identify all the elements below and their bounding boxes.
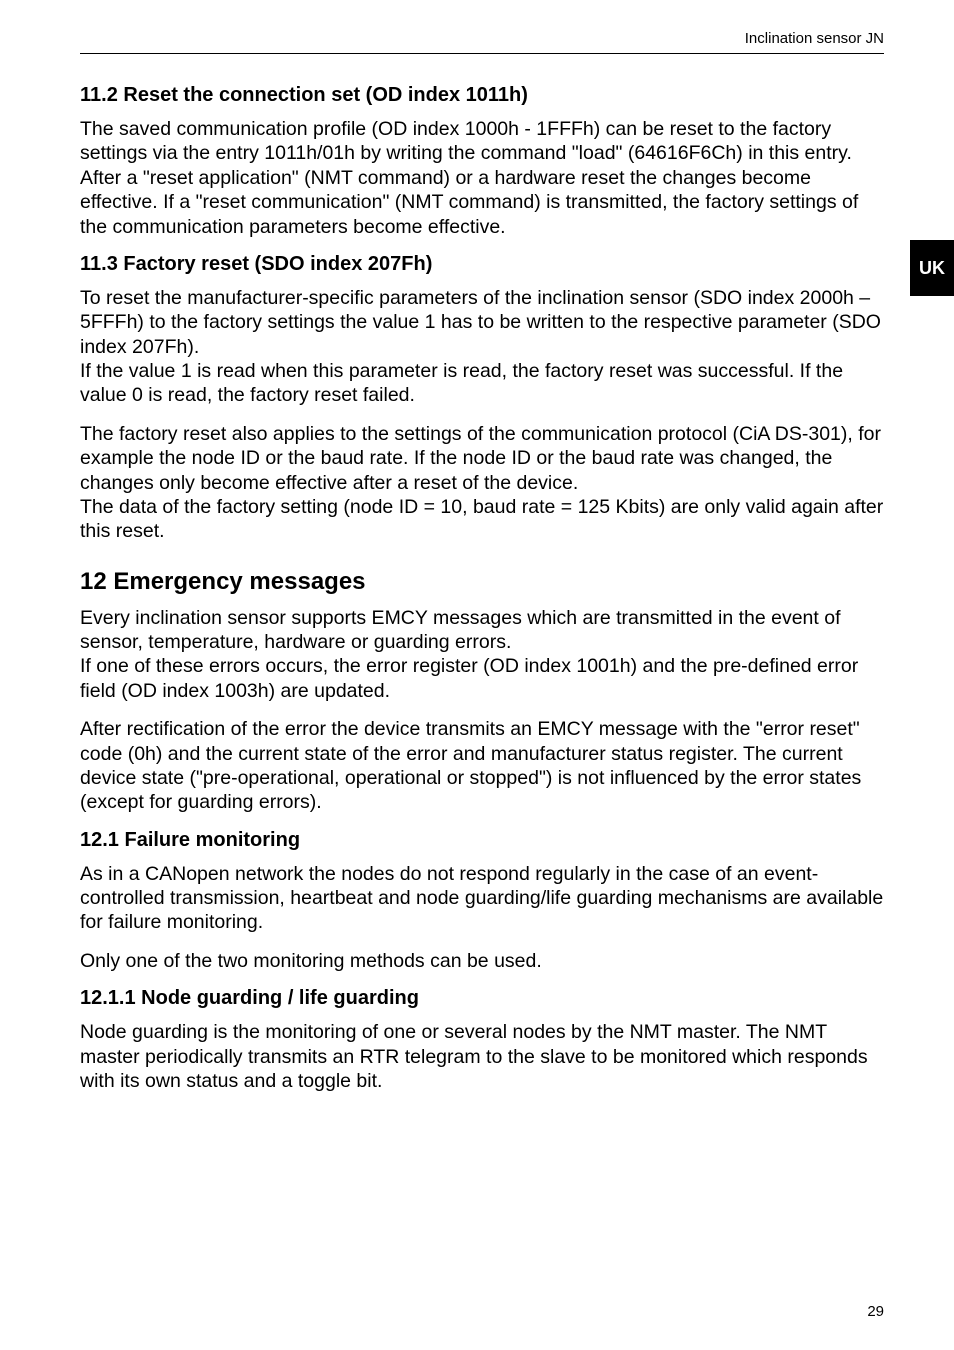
para-12-2: If one of these errors occurs, the error… xyxy=(80,654,884,703)
para-12-1: Every inclination sensor supports EMCY m… xyxy=(80,606,884,655)
heading-11-2: 11.2 Reset the connection set (OD index … xyxy=(80,84,884,107)
section-12-1-1: 12.1.1 Node guarding / life guarding Nod… xyxy=(80,987,884,1093)
para-12-1-1: As in a CANopen network the nodes do not… xyxy=(80,862,884,935)
para-11-3-4: The data of the factory setting (node ID… xyxy=(80,495,884,544)
para-11-2-1: The saved communication profile (OD inde… xyxy=(80,117,884,239)
page-number: 29 xyxy=(867,1303,884,1320)
section-12: 12 Emergency messages Every inclination … xyxy=(80,568,884,815)
para-11-3-3: The factory reset also applies to the se… xyxy=(80,422,884,495)
header-title: Inclination sensor JN xyxy=(745,30,884,47)
para-12-1-1-1: Node guarding is the monitoring of one o… xyxy=(80,1020,884,1093)
para-12-3: After rectification of the error the dev… xyxy=(80,717,884,815)
heading-12-1: 12.1 Failure monitoring xyxy=(80,829,884,852)
header-rule xyxy=(80,53,884,54)
section-12-1: 12.1 Failure monitoring As in a CANopen … xyxy=(80,829,884,974)
section-11-2: 11.2 Reset the connection set (OD index … xyxy=(80,84,884,239)
para-11-3-1: To reset the manufacturer-specific param… xyxy=(80,286,884,359)
para-11-3-2: If the value 1 is read when this paramet… xyxy=(80,359,884,408)
page-container: Inclination sensor JN UK 11.2 Reset the … xyxy=(0,0,954,1350)
heading-12-1-1: 12.1.1 Node guarding / life guarding xyxy=(80,987,884,1010)
header-row: Inclination sensor JN xyxy=(80,30,884,47)
heading-11-3: 11.3 Factory reset (SDO index 207Fh) xyxy=(80,253,884,276)
section-11-3: 11.3 Factory reset (SDO index 207Fh) To … xyxy=(80,253,884,544)
para-12-1-2: Only one of the two monitoring methods c… xyxy=(80,949,884,973)
heading-12: 12 Emergency messages xyxy=(80,568,884,596)
uk-tab: UK xyxy=(910,240,954,296)
